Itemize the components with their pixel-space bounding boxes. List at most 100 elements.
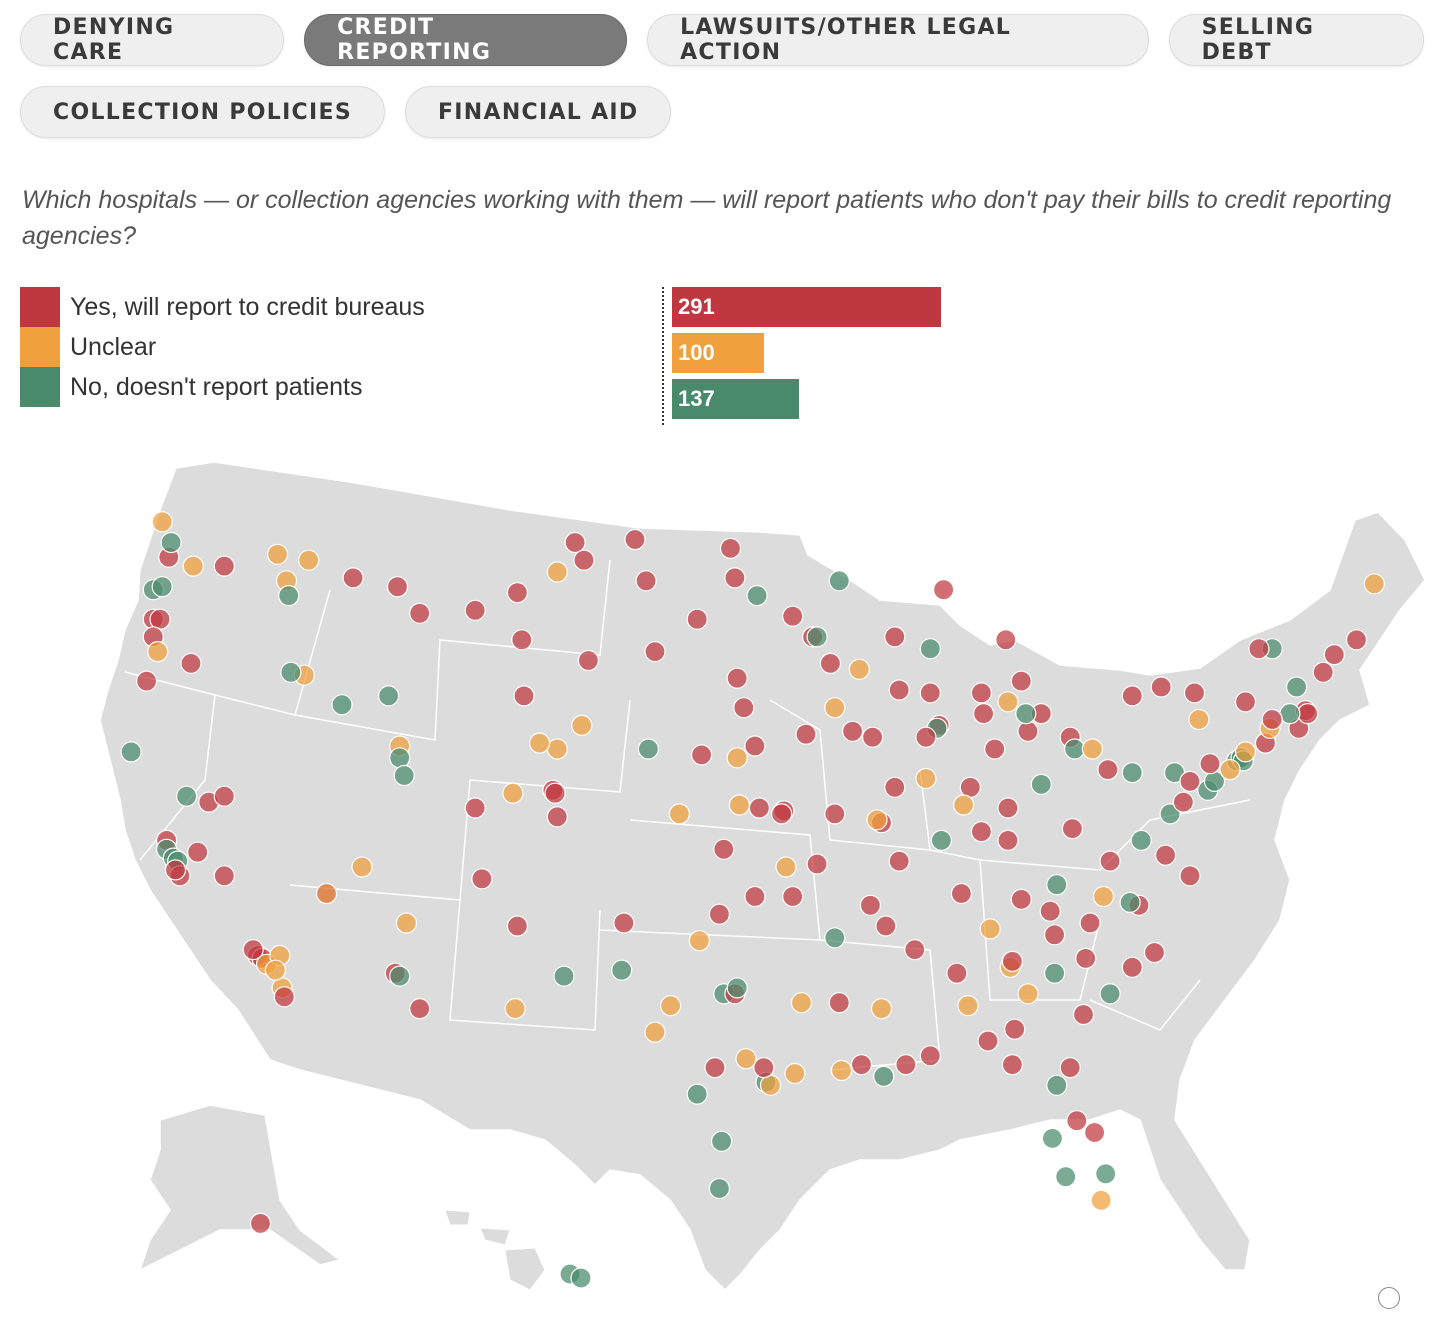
hospital-dot-no[interactable] bbox=[331, 694, 353, 716]
hospital-dot-yes[interactable] bbox=[959, 776, 981, 798]
hospital-dot-yes[interactable] bbox=[970, 821, 993, 843]
hospital-dot-yes[interactable] bbox=[546, 806, 568, 828]
hospital-dot-yes[interactable] bbox=[719, 537, 742, 560]
hospital-dot-no[interactable] bbox=[1030, 773, 1052, 795]
hospital-dot-no[interactable] bbox=[176, 785, 198, 807]
hospital-dot-yes[interactable] bbox=[919, 682, 941, 704]
hospital-dot-yes[interactable] bbox=[624, 528, 646, 551]
hospital-dot-yes[interactable] bbox=[409, 997, 431, 1020]
hospital-dot-yes[interactable] bbox=[635, 570, 657, 592]
hospital-dot-no[interactable] bbox=[1015, 703, 1037, 725]
hospital-dot-yes[interactable] bbox=[1150, 676, 1172, 698]
hospital-dot-yes[interactable] bbox=[690, 744, 713, 766]
hospital-dot-unclear[interactable] bbox=[571, 714, 593, 736]
tab-denying-care[interactable]: DENYING CARE bbox=[20, 14, 285, 66]
hospital-dot-yes[interactable] bbox=[1121, 956, 1143, 978]
hospital-dot-no[interactable] bbox=[1285, 676, 1308, 698]
hospital-dot-yes[interactable] bbox=[972, 703, 995, 725]
hospital-dot-yes[interactable] bbox=[977, 1030, 999, 1052]
hospital-dot-unclear[interactable] bbox=[147, 641, 169, 663]
hospital-dot-yes[interactable] bbox=[919, 1045, 941, 1067]
hospital-dot-no[interactable] bbox=[824, 927, 846, 949]
hospital-dot-yes[interactable] bbox=[850, 1053, 873, 1076]
hospital-dot-yes[interactable] bbox=[1248, 638, 1270, 660]
hospital-dot-yes[interactable] bbox=[513, 685, 535, 707]
hospital-dot-yes[interactable] bbox=[888, 850, 910, 872]
hospital-dot-yes[interactable] bbox=[1179, 865, 1201, 887]
hospital-dot-no[interactable] bbox=[1046, 1074, 1068, 1096]
hospital-dot-yes[interactable] bbox=[506, 915, 529, 937]
hospital-dot-no[interactable] bbox=[393, 764, 415, 787]
hospital-dot-yes[interactable] bbox=[895, 1053, 917, 1076]
hospital-dot-no[interactable] bbox=[378, 685, 400, 707]
hospital-dot-yes[interactable] bbox=[1043, 924, 1066, 946]
hospital-dot-no[interactable] bbox=[1063, 738, 1086, 760]
hospital-dot-no[interactable] bbox=[873, 1065, 895, 1088]
hospital-dot-unclear[interactable] bbox=[790, 992, 813, 1014]
hospital-dot-unclear[interactable] bbox=[1090, 1189, 1112, 1211]
hospital-dot-unclear[interactable] bbox=[264, 959, 286, 981]
hospital-dot-no[interactable] bbox=[278, 585, 300, 607]
hospital-dot-yes[interactable] bbox=[1083, 1121, 1106, 1144]
hospital-dot-yes[interactable] bbox=[1010, 888, 1032, 910]
hospital-dot-yes[interactable] bbox=[997, 797, 1019, 819]
hospital-dot-unclear[interactable] bbox=[784, 1062, 806, 1085]
hospital-dot-yes[interactable] bbox=[180, 652, 202, 674]
hospital-dot-unclear[interactable] bbox=[952, 794, 975, 816]
hospital-dot-yes[interactable] bbox=[875, 915, 897, 937]
hospital-dot-yes[interactable] bbox=[819, 652, 842, 674]
hospital-dot-yes[interactable] bbox=[859, 894, 882, 916]
hospital-dot-yes[interactable] bbox=[386, 576, 409, 598]
hospital-dot-yes[interactable] bbox=[1099, 850, 1121, 872]
hospital-dot-unclear[interactable] bbox=[1092, 885, 1115, 908]
hospital-dot-yes[interactable] bbox=[1312, 661, 1334, 683]
hospital-dot-yes[interactable] bbox=[564, 531, 586, 554]
hospital-dot-no[interactable] bbox=[1121, 762, 1143, 784]
hospital-dot-no[interactable] bbox=[726, 977, 748, 999]
hospital-dot-yes[interactable] bbox=[342, 567, 364, 589]
hospital-dot-yes[interactable] bbox=[644, 641, 666, 663]
hospital-dot-no[interactable] bbox=[746, 585, 768, 607]
hospital-dot-unclear[interactable] bbox=[957, 994, 979, 1017]
hospital-dot-yes[interactable] bbox=[884, 626, 906, 648]
hospital-dot-yes[interactable] bbox=[950, 882, 973, 905]
hospital-dot-yes[interactable] bbox=[995, 629, 1017, 651]
hospital-dot-yes[interactable] bbox=[795, 723, 817, 745]
hospital-dot-unclear[interactable] bbox=[298, 549, 320, 571]
hospital-dot-unclear[interactable] bbox=[1363, 573, 1385, 595]
hospital-dot-no[interactable] bbox=[1055, 1166, 1077, 1188]
tab-collection-policies[interactable]: COLLECTION POLICIES bbox=[20, 86, 385, 138]
hospital-dot-no[interactable] bbox=[120, 741, 142, 763]
hospital-dot-unclear[interactable] bbox=[151, 511, 173, 533]
hospital-dot-no[interactable] bbox=[570, 1267, 592, 1289]
hospital-dot-unclear[interactable] bbox=[1219, 759, 1241, 781]
hospital-dot-orange[interactable] bbox=[315, 882, 338, 905]
hospital-dot-yes[interactable] bbox=[213, 785, 235, 807]
hospital-dot-no[interactable] bbox=[1041, 1127, 1064, 1150]
hospital-dot-unclear[interactable] bbox=[848, 658, 870, 680]
hospital-dot-unclear[interactable] bbox=[866, 809, 888, 831]
tab-credit-reporting[interactable]: CREDIT REPORTING bbox=[304, 14, 628, 66]
hospital-dot-yes[interactable] bbox=[997, 829, 1019, 851]
hospital-dot-unclear[interactable] bbox=[504, 997, 526, 1020]
hospital-dot-yes[interactable] bbox=[1121, 685, 1143, 707]
hospital-dot-unclear[interactable] bbox=[546, 561, 568, 583]
hospital-dot-no[interactable] bbox=[637, 738, 660, 760]
hospital-dot-unclear[interactable] bbox=[915, 767, 937, 790]
hospital-dot-yes[interactable] bbox=[770, 803, 793, 825]
hospital-dot-yes[interactable] bbox=[511, 629, 533, 651]
hospital-dot-no[interactable] bbox=[1119, 891, 1141, 913]
hospital-dot-no[interactable] bbox=[1095, 1163, 1117, 1185]
hospital-dot-yes[interactable] bbox=[1066, 1110, 1088, 1132]
hospital-dot-no[interactable] bbox=[1043, 962, 1066, 984]
hospital-dot-yes[interactable] bbox=[904, 939, 926, 961]
hospital-dot-yes[interactable] bbox=[464, 599, 486, 621]
hospital-dot-no[interactable] bbox=[389, 965, 411, 987]
hospital-dot-yes[interactable] bbox=[744, 735, 766, 757]
hospital-dot-unclear[interactable] bbox=[775, 856, 797, 878]
hospital-dot-no[interactable] bbox=[151, 576, 173, 598]
hospital-dot-yes[interactable] bbox=[1199, 753, 1221, 775]
hospital-dot-yes[interactable] bbox=[1143, 941, 1166, 964]
hospital-dot-yes[interactable] bbox=[782, 605, 804, 627]
hospital-dot-yes[interactable] bbox=[704, 1056, 726, 1079]
